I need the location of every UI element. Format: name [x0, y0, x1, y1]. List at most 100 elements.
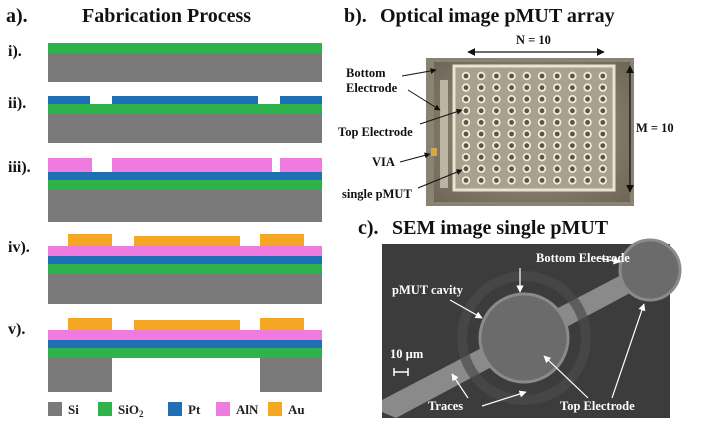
pmut-cavity-dot [585, 108, 590, 114]
pt-layer [48, 256, 322, 264]
pmut-cavity-dot [494, 108, 499, 114]
bottom-electrode-pointer [407, 89, 441, 111]
pmut-cavity-dot [539, 85, 545, 90]
pmut-cavity-dot [585, 143, 590, 149]
traces-pointer [481, 390, 527, 407]
pmut-cavity-dot [539, 73, 545, 79]
pmut-cavity-dot [600, 178, 606, 183]
legend-swatch-sio2 [98, 402, 112, 416]
annotation-traces: Traces [428, 399, 463, 413]
pmut-cavity-dot [554, 96, 560, 102]
sio2-layer [48, 104, 322, 114]
panel-b: b). Optical image pMUT array N = 10 M = … [338, 5, 674, 206]
pmut-cavity-dot [585, 154, 590, 160]
legend-label-sio2-sub: 2 [139, 409, 144, 419]
pmut-grid [461, 71, 607, 185]
pmut-cavity [478, 292, 570, 384]
aln-layer [280, 158, 322, 172]
pmut-cavity-dot [585, 166, 590, 172]
pmut-cavity-dot [570, 154, 575, 160]
step-label-v: v). [8, 321, 25, 338]
aln-layer [48, 158, 92, 172]
pmut-cavity-dot [478, 143, 484, 149]
panel-a-title: Fabrication Process [82, 5, 251, 27]
pmut-cavity-dot [539, 166, 545, 172]
pmut-cavity-dot [463, 154, 469, 160]
top-electrode-pointer-c [611, 303, 646, 399]
pmut-cavity-dot [600, 85, 606, 90]
pmut-cavity-dot [478, 154, 484, 160]
pmut-cavity-dot [600, 108, 606, 114]
pmut-cavity-dot [463, 85, 469, 90]
legend-label-sio2: SiO2 [118, 402, 144, 419]
pmut-cavity-dot [509, 131, 514, 137]
pmut-cavity-dot [554, 120, 560, 125]
pmut-cavity-dot [554, 73, 560, 79]
pmut-cavity-dot [600, 96, 606, 102]
si-substrate [260, 358, 322, 392]
annotation-single-pmut: single pMUT [342, 187, 412, 201]
via-pad [431, 148, 437, 156]
pmut-cavity-dot [509, 166, 514, 172]
pmut-cavity-dot [570, 108, 575, 114]
pmut-cavity-dot [509, 120, 514, 125]
top-electrode-pointer-c [543, 355, 589, 399]
pmut-cavity-dot [509, 108, 514, 114]
traces-pointer [451, 373, 469, 399]
pmut-cavity-dot [463, 143, 469, 149]
step-iii-stack: iii). [8, 158, 322, 222]
legend-swatch-aln [216, 402, 230, 416]
legend-swatch-si [48, 402, 62, 416]
step-ii-stack: ii). [8, 95, 322, 143]
pmut-cavity-dot [478, 120, 484, 125]
cavity-outline [457, 271, 591, 405]
aln-layer [48, 246, 322, 256]
pmut-cavity-dot [524, 96, 530, 102]
pmut-cavity-dot [463, 73, 469, 79]
pmut-cavity-dot [509, 154, 514, 160]
top-electrode-pointer [419, 108, 463, 125]
pmut-cavity-dot [524, 178, 530, 183]
pmut-cavity-dot [524, 85, 530, 90]
pmut-cavity-dot [509, 73, 514, 79]
legend-label-au: Au [288, 402, 305, 417]
pmut-cavity-dot [494, 85, 499, 90]
top-electrode-pad [618, 238, 682, 302]
pmut-cavity-dot [539, 108, 545, 114]
pmut-cavity-dot [554, 131, 560, 137]
pmut-cavity-dot [494, 131, 499, 137]
pmut-cavity-dot [570, 143, 575, 149]
pmut-cavity-dot [463, 178, 469, 183]
pmut-cavity-dot [524, 131, 530, 137]
si-substrate [48, 53, 322, 82]
si-substrate [48, 274, 322, 304]
pt-layer [280, 96, 322, 104]
legend-label-sio2-main: SiO [118, 402, 139, 417]
pmut-cavity-dot [585, 178, 590, 183]
panel-b-title: Optical image pMUT array [380, 5, 615, 27]
pmut-cavity-dot [570, 85, 575, 90]
pmut-cavity-dot [524, 143, 530, 149]
annotation-via: VIA [372, 155, 395, 169]
pmut-cavity-dot [570, 178, 575, 183]
pmut-cavity-dot [585, 73, 590, 79]
pmut-cavity-dot [570, 166, 575, 172]
pmut-cavity-dot [539, 143, 545, 149]
au-layer [260, 234, 304, 246]
pmut-cavity-dot [524, 166, 530, 172]
pmut-cavity-dot [600, 166, 606, 172]
pmut-cavity-dot [478, 166, 484, 172]
pmut-cavity-dot [524, 108, 530, 114]
bottom-electrode-pointer [401, 67, 437, 77]
panel-c-label: c). [358, 217, 379, 239]
pmut-cavity-dot [509, 96, 514, 102]
step-label-iii: iii). [8, 159, 31, 176]
sio2-layer [48, 43, 322, 53]
single-pmut-pointer [417, 169, 463, 189]
pmut-cavity-dot [600, 131, 606, 137]
pmut-cavity-dot [463, 96, 469, 102]
annotation-scale-bar: 10 µm [390, 347, 424, 361]
panel-b-label: b). [344, 5, 367, 27]
pmut-cavity-dot [539, 131, 545, 137]
au-layer [134, 320, 240, 330]
